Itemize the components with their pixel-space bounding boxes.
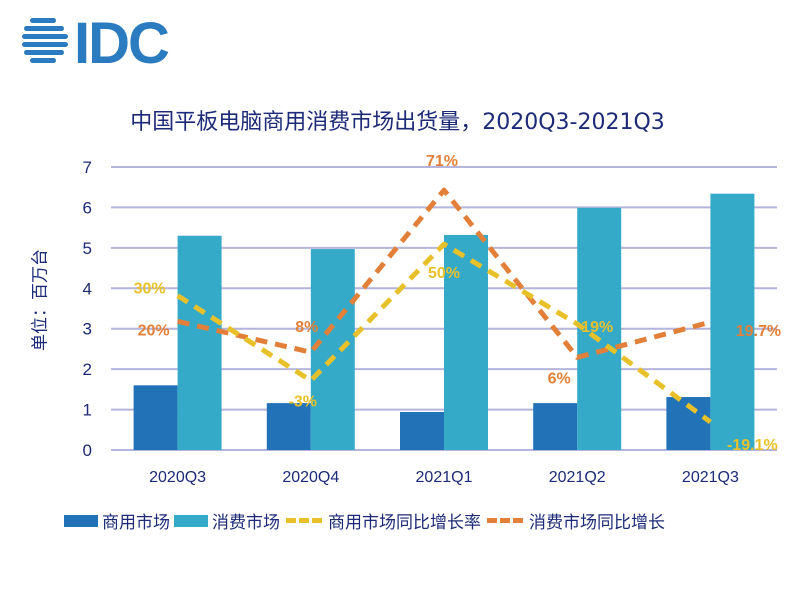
bar-consumer <box>577 207 622 450</box>
line-consumer-growth <box>177 187 712 360</box>
idc-logo: IDC <box>22 14 171 66</box>
legend-item-commercial-growth: 商用市场同比增长率 <box>284 508 481 533</box>
bar-consumer <box>444 234 488 450</box>
legend: 商用市场 消费市场 商用市场同比增长率 消费市场同比增长 <box>64 508 669 533</box>
x-tick-label: 2021Q2 <box>549 469 606 486</box>
legend-swatch <box>64 514 98 527</box>
data-label-commercial-growth: 50% <box>428 265 460 282</box>
y-tick-label: 6 <box>83 198 92 217</box>
legend-item-consumer: 消费市场 <box>174 508 280 533</box>
bar-commercial <box>400 411 444 450</box>
svg-text:IDC: IDC <box>74 14 169 66</box>
legend-label: 商用市场 <box>102 513 170 533</box>
x-tick-label: 2020Q3 <box>149 469 206 486</box>
chart-title: 中国平板电脑商用消费市场出货量，2020Q3-2021Q3 <box>130 110 665 135</box>
bar-commercial <box>266 403 311 450</box>
y-tick-label: 1 <box>83 401 92 420</box>
chart-plot: 0 1 2 3 4 5 6 7 2020Q3 2020Q4 2021Q1 2021Q2 2021Q3 30… <box>83 153 782 486</box>
legend-swatch <box>174 514 208 527</box>
bar-consumer <box>710 193 755 450</box>
data-label-commercial-growth: -3% <box>289 394 317 411</box>
legend-swatch <box>487 518 523 523</box>
y-tick-label: 5 <box>83 239 92 258</box>
x-tick-label: 2020Q4 <box>282 469 339 486</box>
x-tick-label: 2021Q1 <box>416 469 473 486</box>
data-label-commercial-growth: -19.1% <box>727 437 778 454</box>
legend-item-commercial: 商用市场 <box>64 508 170 533</box>
data-label-consumer-growth: 19.7% <box>736 323 781 340</box>
y-tick-label: 2 <box>83 360 92 379</box>
data-label-commercial-growth: 30% <box>134 281 166 298</box>
line-commercial-growth <box>176 241 712 424</box>
x-tick-label: 2021Q3 <box>682 469 739 486</box>
bar-commercial <box>533 403 578 450</box>
legend-label: 商用市场同比增长率 <box>328 513 481 533</box>
y-tick-label: 7 <box>83 158 92 177</box>
data-label-consumer-growth: 8% <box>295 319 318 336</box>
y-tick-label: 0 <box>83 441 92 460</box>
data-label-consumer-growth: 71% <box>426 153 458 170</box>
data-label-consumer-growth: 6% <box>548 370 571 387</box>
data-label-commercial-growth: 19% <box>581 319 613 336</box>
bar-commercial <box>133 385 178 450</box>
y-tick-label: 3 <box>83 320 92 339</box>
bar-consumer <box>177 235 222 450</box>
bar-consumer <box>310 249 355 450</box>
legend-label: 消费市场 <box>212 513 280 533</box>
legend-swatch <box>286 518 322 523</box>
y-tick-label: 4 <box>83 279 92 298</box>
legend-label: 消费市场同比增长 <box>529 513 665 533</box>
legend-item-consumer-growth: 消费市场同比增长 <box>485 508 665 533</box>
data-label-consumer-growth: 20% <box>138 322 170 339</box>
